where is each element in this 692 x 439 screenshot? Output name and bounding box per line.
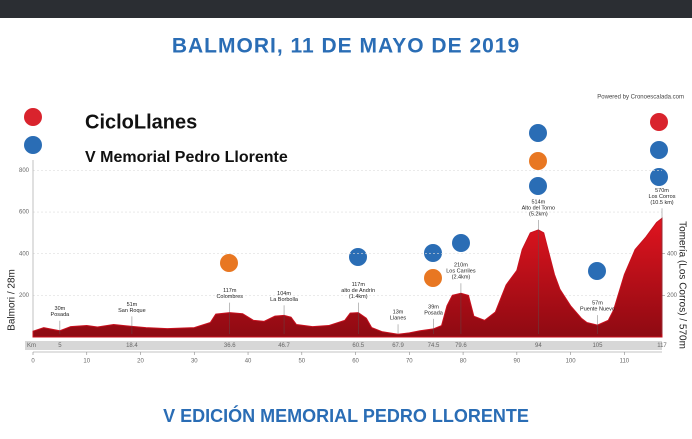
annotation-elevation: 57m [592, 301, 603, 307]
km-mark: 60.5 [352, 343, 364, 349]
finish-icon [650, 113, 668, 131]
y2-label: Tomería (Los Corros) / 570m [676, 221, 687, 349]
km-mark: 74.5 [428, 343, 440, 349]
y-tick-label: 400 [19, 251, 30, 257]
header-title: BALMORI, 11 DE MAYO DE 2019 [172, 35, 520, 58]
y2-tick-label: 400 [667, 251, 678, 257]
annotation-note: (2.4km) [452, 275, 471, 281]
climb-icon [452, 234, 470, 252]
chart-subtitle: V Memorial Pedro Llorente [85, 149, 288, 166]
y-tick-label: 200 [19, 293, 30, 299]
annotation-elevation: 51m [127, 302, 138, 308]
credit: Powered by Cronoescalada.com [597, 95, 684, 101]
clock-icon [588, 262, 606, 280]
x-tick-label: 60 [352, 359, 359, 365]
x-tick-label: 20 [137, 359, 144, 365]
km-strip [25, 341, 662, 350]
clock-icon [424, 244, 442, 262]
clock-icon [24, 136, 42, 154]
climb-icon [349, 248, 367, 266]
annotation-name: Puente Nuevo [580, 307, 615, 313]
annotation-elevation: 117m [223, 288, 237, 294]
km-mark: 5 [58, 343, 62, 349]
km-mark: 18.4 [126, 343, 138, 349]
climb-icon [529, 177, 547, 195]
clock-icon [650, 141, 668, 159]
x-tick-label: 30 [191, 359, 198, 365]
annotation-name: Los Carriles [446, 269, 476, 275]
km-mark: 105 [592, 343, 603, 349]
x-tick-label: 100 [566, 359, 577, 365]
annotation-elevation: 13m [393, 310, 404, 316]
annotation-elevation: 514m [531, 199, 545, 205]
km-mark: 117 [657, 343, 667, 349]
y-label: Balmori / 28m [7, 269, 18, 331]
annotation-elevation: 30m [55, 306, 66, 312]
annotation-name: Llanes [390, 316, 406, 322]
annotation-elevation: 39m [428, 304, 439, 310]
annotation-name: Alto del Torno [522, 205, 556, 211]
y-tick-label: 800 [19, 168, 30, 174]
climb-icon [650, 168, 668, 186]
annotation-note: (1.4km) [349, 294, 368, 300]
km-label: Km [27, 343, 36, 349]
annotation-note: (5.2km) [529, 211, 548, 217]
annotation-name: alto de Andrín [341, 288, 375, 294]
km-mark: 46.7 [278, 343, 290, 349]
clock-icon [529, 124, 547, 142]
x-tick-label: 90 [514, 359, 521, 365]
food-icon [529, 152, 547, 170]
x-tick-label: 110 [620, 359, 630, 365]
x-tick-label: 70 [406, 359, 413, 365]
annotation-name: Colombres [216, 294, 243, 300]
annotation-name: Los Corros [649, 194, 676, 200]
annotation-name: Posada [424, 310, 444, 316]
km-mark: 79.6 [455, 343, 467, 349]
annotation-elevation: 117m [352, 282, 366, 288]
food-icon [220, 254, 238, 272]
x-tick-label: 10 [83, 359, 90, 365]
annotation-elevation: 210m [454, 263, 468, 269]
x-tick-label: 80 [460, 359, 467, 365]
start-icon [24, 108, 42, 126]
annotation-name: Posada [51, 312, 71, 318]
annotation-elevation: 104m [277, 291, 291, 297]
x-tick-label: 0 [31, 359, 35, 365]
km-mark: 67.9 [392, 343, 404, 349]
x-tick-label: 50 [298, 359, 305, 365]
annotation-note: (10.5 km) [650, 200, 673, 206]
km-mark: 36.6 [224, 343, 236, 349]
elevation-area [32, 217, 663, 338]
annotation-name: San Roque [118, 308, 146, 314]
food-icon [424, 269, 442, 287]
chart-title: CicloLlanes [85, 111, 197, 133]
annotation-name: La Borbolla [270, 297, 299, 303]
photo-strip [0, 0, 692, 18]
x-tick-label: 40 [245, 359, 252, 365]
annotation-elevation: 570m [655, 188, 669, 194]
y2-tick-label: 200 [667, 293, 678, 299]
km-mark: 94 [535, 343, 542, 349]
footer-title: V EDICIÓN MEMORIAL PEDRO LLORENTE [163, 405, 529, 426]
y-tick-label: 600 [19, 210, 30, 216]
